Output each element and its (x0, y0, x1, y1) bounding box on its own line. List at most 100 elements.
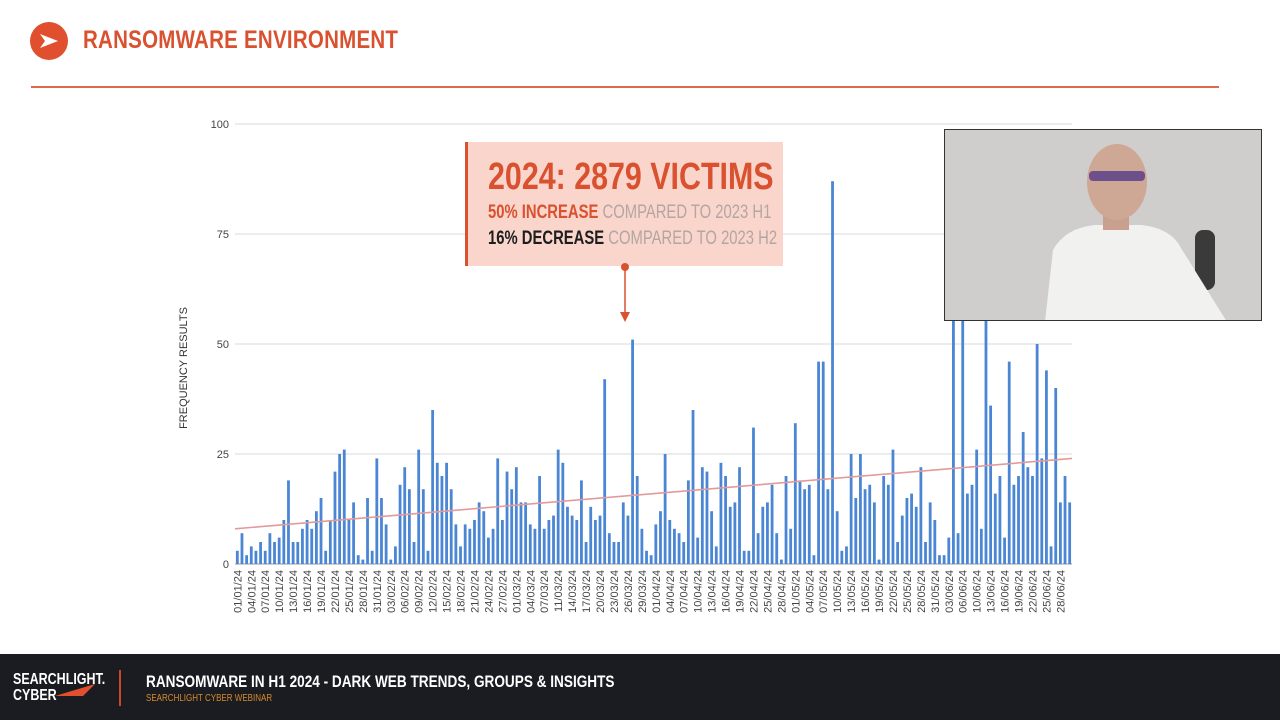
bar (742, 550, 746, 564)
bar (635, 476, 639, 564)
increase-comparison: COMPARED TO 2023 H1 (598, 202, 772, 223)
bar (882, 476, 886, 564)
bar (235, 550, 239, 564)
bar (989, 405, 993, 564)
bar (598, 515, 602, 564)
x-tick-label: 07/01/24 (260, 570, 272, 613)
x-tick-label: 17/03/24 (581, 570, 593, 613)
bar (370, 550, 374, 564)
bar (1012, 484, 1016, 564)
bar (259, 542, 262, 564)
bar (617, 542, 621, 564)
callout-line-1: 50% INCREASE COMPARED TO 2023 H1 (488, 202, 771, 224)
bar (612, 542, 616, 564)
x-tick-label: 13/04/24 (707, 570, 719, 613)
x-tick-label: 16/06/24 (1000, 570, 1012, 613)
x-tick-label: 25/04/24 (762, 570, 774, 613)
presenter-webcam (944, 129, 1262, 321)
bar (1054, 388, 1058, 564)
bar (821, 361, 825, 564)
bar (398, 484, 402, 564)
bar (431, 410, 435, 564)
x-tick-label: 06/06/24 (958, 570, 970, 613)
x-tick-label: 27/02/24 (497, 570, 509, 613)
bar (961, 300, 965, 564)
y-axis-label: FREQUENCY RESULTS (178, 307, 190, 429)
bar (268, 533, 272, 564)
bar (468, 528, 472, 564)
bar (328, 520, 332, 564)
bar (835, 511, 839, 564)
title-divider (31, 86, 1219, 88)
bar (970, 484, 974, 564)
bar (282, 520, 286, 564)
bar (673, 528, 676, 564)
bar (561, 462, 565, 564)
bar (384, 524, 388, 564)
bar (556, 449, 560, 564)
bar (761, 506, 765, 564)
x-tick-label: 20/03/24 (595, 570, 607, 613)
x-tick-label: 13/05/24 (846, 570, 858, 613)
bar (942, 555, 946, 564)
bar (1021, 432, 1025, 564)
x-tick-label: 07/04/24 (679, 570, 691, 613)
bar (412, 542, 416, 564)
bar (956, 533, 960, 564)
x-tick-label: 10/01/24 (274, 570, 286, 613)
bar (291, 542, 295, 564)
bar (728, 506, 732, 564)
x-tick-label: 10/04/24 (693, 570, 705, 613)
bar (621, 502, 625, 564)
bar (626, 515, 630, 564)
bar (919, 467, 923, 564)
bar (756, 533, 760, 564)
bar (338, 454, 342, 564)
bar (775, 533, 779, 564)
decrease-text: 16% DECREASE (488, 228, 605, 249)
brand-logo: SEARCHLIGHT. CYBER (13, 672, 105, 704)
x-tick-label: 12/02/24 (428, 570, 440, 613)
x-tick-label: 01/01/24 (232, 570, 244, 613)
bar (459, 546, 462, 564)
bar (1031, 476, 1034, 564)
bar (487, 537, 490, 564)
y-tick-label: 25 (217, 449, 229, 461)
x-tick-label: 01/05/24 (790, 570, 802, 613)
x-tick-label: 04/04/24 (665, 570, 677, 613)
bar (473, 520, 476, 564)
bar (928, 502, 932, 564)
bar (640, 528, 644, 564)
bar (542, 528, 546, 564)
x-tick-label: 13/01/24 (288, 570, 300, 613)
bar (747, 550, 751, 564)
x-tick-label: 28/06/24 (1055, 570, 1067, 613)
arrow-right-icon (40, 34, 58, 48)
bar (654, 524, 658, 564)
bar (263, 550, 267, 564)
bar (505, 471, 509, 564)
trend-line (234, 457, 1073, 530)
bar (500, 520, 504, 564)
bar (965, 493, 969, 564)
bar (575, 520, 579, 564)
x-tick-label: 10/06/24 (972, 570, 984, 613)
bar (463, 524, 467, 564)
footer-divider (119, 670, 121, 706)
x-tick-label: 25/01/24 (344, 570, 356, 613)
y-tick-label: 100 (211, 119, 229, 131)
bar (421, 489, 425, 564)
decrease-comparison: COMPARED TO 2023 H2 (604, 228, 778, 249)
bar (477, 502, 481, 564)
bar (1007, 361, 1011, 564)
bar (245, 555, 249, 564)
callout-arrow-icon (620, 263, 630, 322)
bar (603, 379, 607, 564)
y-tick-label: 50 (217, 339, 229, 351)
x-tick-label: 31/05/24 (930, 570, 942, 613)
bar (324, 550, 328, 564)
bar (314, 511, 318, 564)
bar (877, 559, 881, 564)
bar (798, 480, 802, 564)
bar (407, 489, 411, 564)
